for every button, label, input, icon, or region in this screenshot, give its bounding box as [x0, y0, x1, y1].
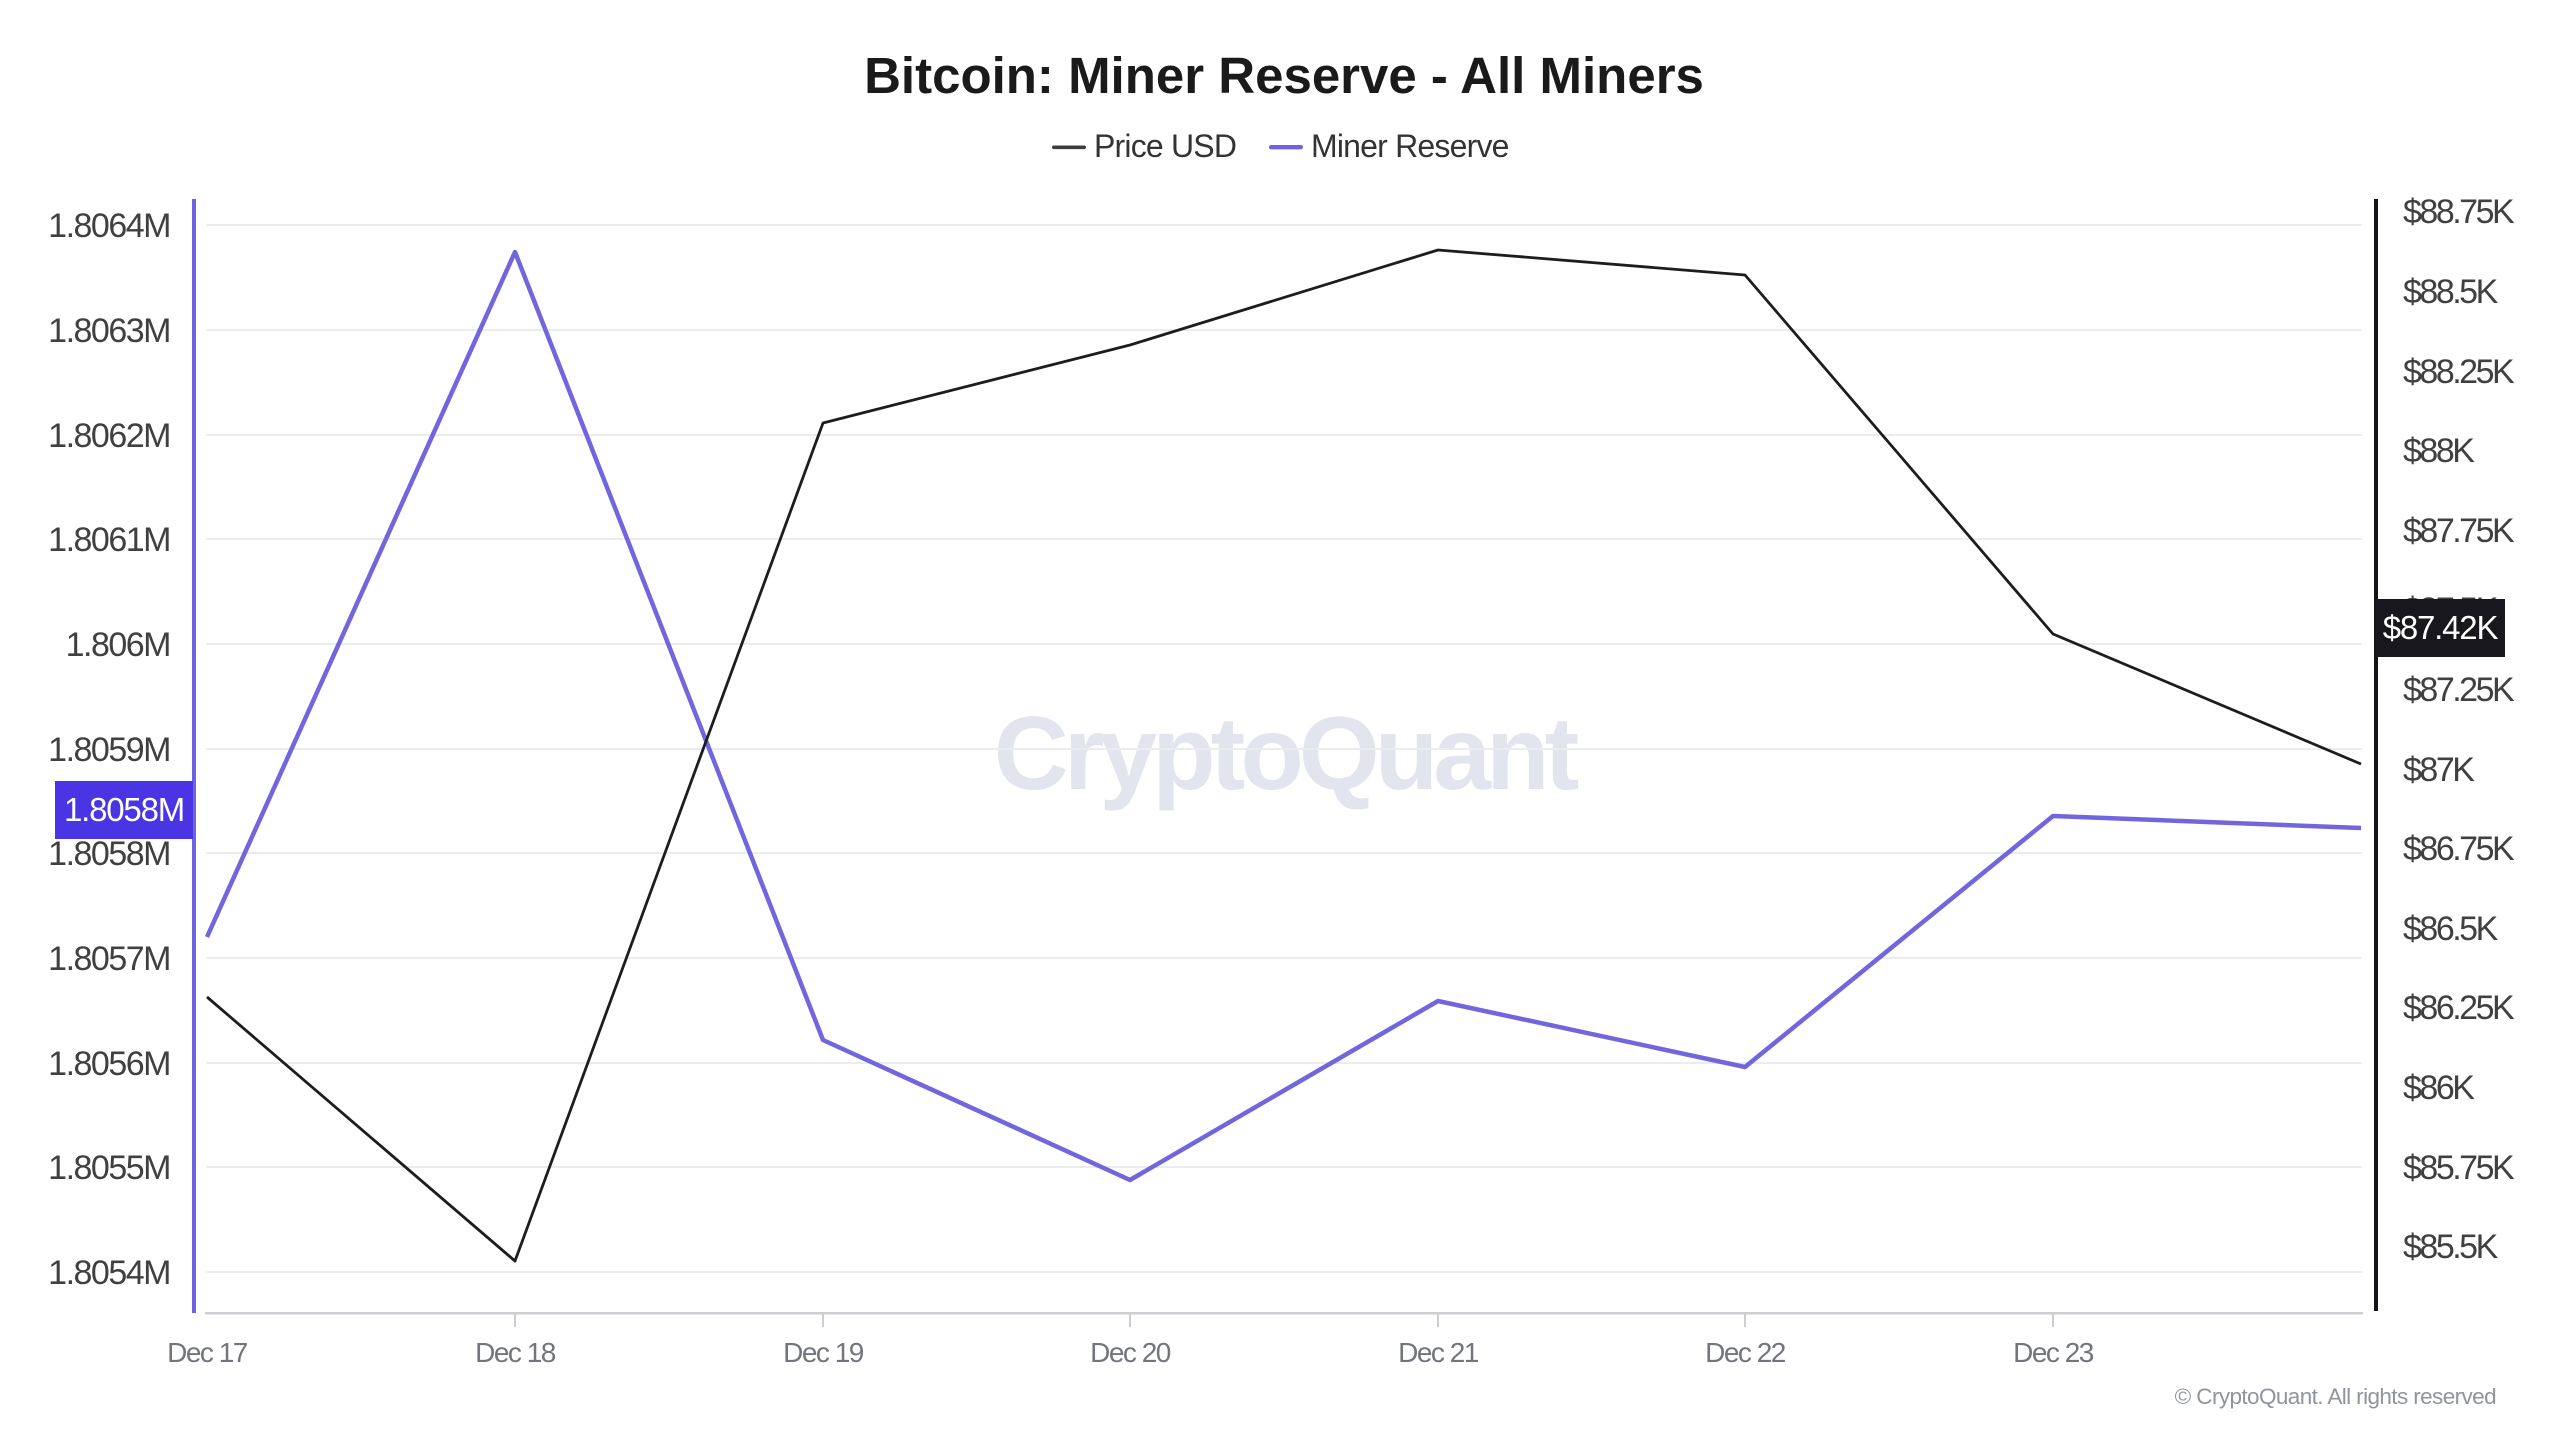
svg-text:1.8062M: 1.8062M	[48, 417, 170, 455]
svg-text:Dec 20: Dec 20	[1090, 1337, 1171, 1368]
svg-text:1.8055M: 1.8055M	[48, 1149, 170, 1187]
svg-text:$88K: $88K	[2403, 432, 2475, 470]
svg-text:Price USD: Price USD	[1094, 128, 1236, 164]
svg-text:1.8059M: 1.8059M	[48, 731, 170, 769]
svg-text:$86.5K: $86.5K	[2403, 910, 2499, 948]
svg-text:1.8058M: 1.8058M	[64, 791, 184, 828]
svg-text:CryptoQuant: CryptoQuant	[994, 696, 1579, 812]
svg-text:1.8064M: 1.8064M	[48, 207, 170, 245]
svg-text:$86.25K: $86.25K	[2403, 989, 2515, 1027]
svg-text:Dec 21: Dec 21	[1398, 1337, 1479, 1368]
svg-text:$85.75K: $85.75K	[2403, 1149, 2515, 1187]
svg-text:© CryptoQuant. All rights rese: © CryptoQuant. All rights reserved	[2175, 1384, 2496, 1409]
svg-text:Bitcoin: Miner Reserve - All M: Bitcoin: Miner Reserve - All Miners	[864, 47, 1704, 104]
svg-text:$86K: $86K	[2403, 1069, 2475, 1107]
svg-text:1.8063M: 1.8063M	[48, 312, 170, 350]
svg-text:1.8054M: 1.8054M	[48, 1254, 170, 1292]
svg-text:Dec 19: Dec 19	[783, 1337, 864, 1368]
svg-text:$87.25K: $87.25K	[2403, 671, 2515, 709]
svg-text:Dec 23: Dec 23	[2013, 1337, 2094, 1368]
svg-text:Dec 17: Dec 17	[167, 1337, 248, 1368]
svg-text:1.8058M: 1.8058M	[48, 835, 170, 873]
svg-text:$86.75K: $86.75K	[2403, 830, 2515, 868]
svg-text:Dec 22: Dec 22	[1705, 1337, 1786, 1368]
svg-text:$88.5K: $88.5K	[2403, 273, 2499, 311]
svg-text:1.8061M: 1.8061M	[48, 521, 170, 559]
svg-text:Miner Reserve: Miner Reserve	[1311, 128, 1509, 164]
svg-text:Dec 18: Dec 18	[475, 1337, 556, 1368]
svg-text:1.806M: 1.806M	[66, 626, 170, 664]
svg-text:$85.5K: $85.5K	[2403, 1228, 2499, 1266]
svg-text:$87.75K: $87.75K	[2403, 512, 2515, 550]
svg-text:1.8057M: 1.8057M	[48, 940, 170, 978]
svg-text:$87.42K: $87.42K	[2383, 609, 2499, 646]
svg-text:$87K: $87K	[2403, 751, 2475, 789]
svg-text:$88.25K: $88.25K	[2403, 353, 2515, 391]
svg-text:1.8056M: 1.8056M	[48, 1045, 170, 1083]
svg-text:$88.75K: $88.75K	[2403, 193, 2515, 231]
